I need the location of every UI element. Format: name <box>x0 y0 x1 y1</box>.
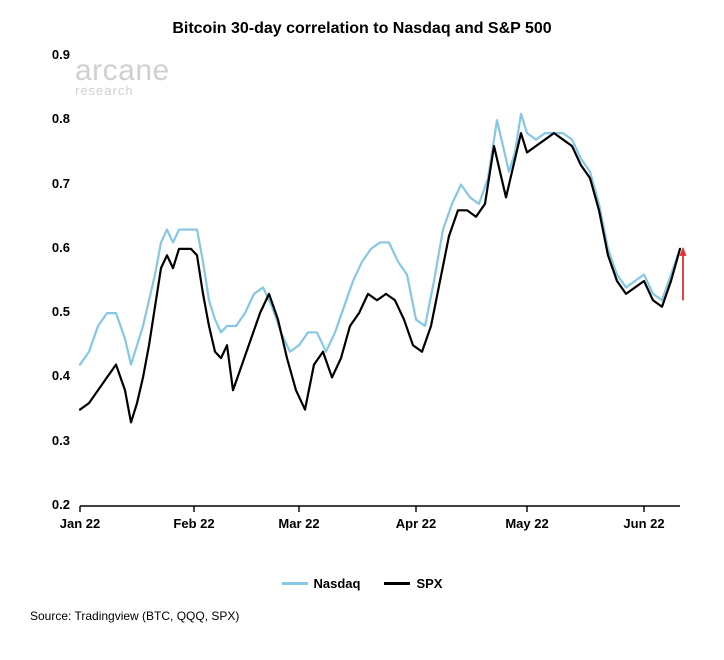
y-axis-label: 0.7 <box>30 176 70 191</box>
y-axis-label: 0.8 <box>30 111 70 126</box>
legend-swatch <box>384 582 410 585</box>
x-axis-label: Mar 22 <box>278 516 319 531</box>
x-axis-label: Jan 22 <box>60 516 100 531</box>
y-axis-label: 0.3 <box>30 433 70 448</box>
chart-svg <box>30 46 694 566</box>
series-line-nasdaq <box>80 114 680 365</box>
y-axis-label: 0.2 <box>30 497 70 512</box>
chart-area: 0.2 0.3 0.4 0.5 0.6 0.7 0.8 0.9 Jan 22 Feb 22 Mar … <box>30 46 694 566</box>
legend-label: SPX <box>416 576 442 591</box>
y-axis-label: 0.6 <box>30 240 70 255</box>
source-text: Source: Tradingview (BTC, QQQ, SPX) <box>30 609 694 623</box>
x-axis-label: Feb 22 <box>173 516 214 531</box>
y-axis-label: 0.4 <box>30 368 70 383</box>
legend-item-spx: SPX <box>384 576 442 591</box>
x-axis-label: Apr 22 <box>396 516 436 531</box>
series-line-spx <box>80 133 680 422</box>
legend-item-nasdaq: Nasdaq <box>282 576 361 591</box>
y-axis-label: 0.9 <box>30 47 70 62</box>
chart-title: Bitcoin 30-day correlation to Nasdaq and… <box>30 20 694 38</box>
x-axis-label: May 22 <box>505 516 548 531</box>
y-axis-label: 0.5 <box>30 304 70 319</box>
x-axis-label: Jun 22 <box>623 516 664 531</box>
legend-label: Nasdaq <box>314 576 361 591</box>
legend-swatch <box>282 582 308 585</box>
legend: Nasdaq SPX <box>30 572 694 591</box>
